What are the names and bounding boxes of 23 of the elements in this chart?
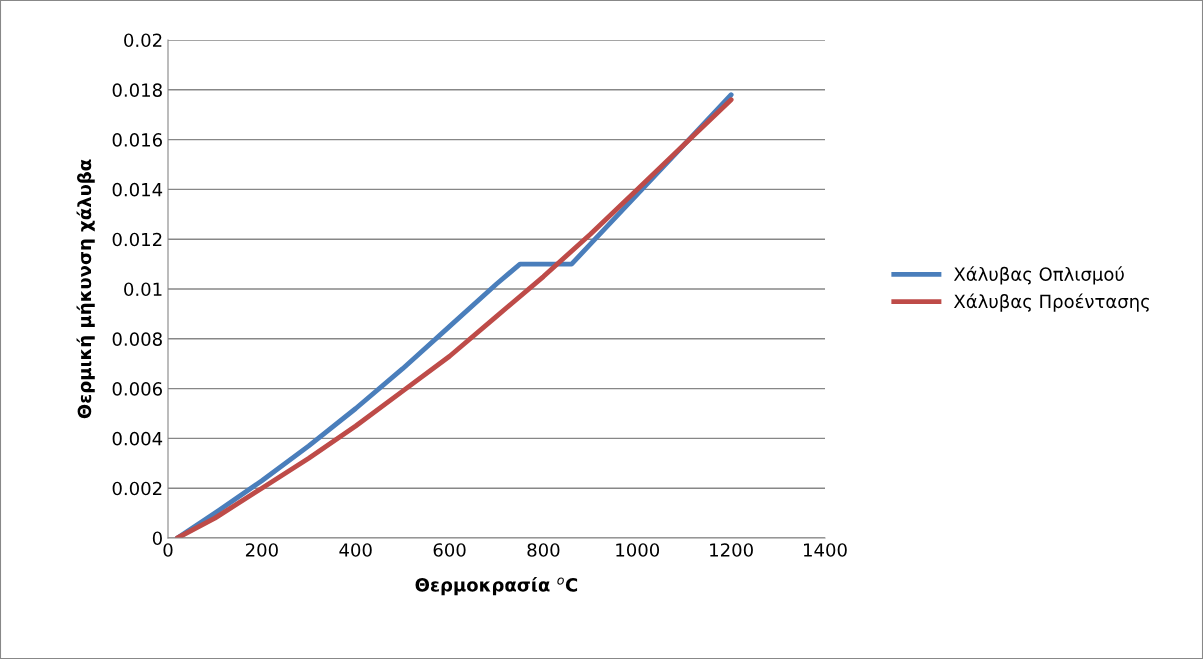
x-tick-label: 800: [527, 543, 560, 557]
x-tick-label: 1400: [804, 543, 847, 557]
y-tick-label: 0: [152, 531, 162, 546]
y-tick-label: 0.002: [112, 481, 162, 496]
y-tick-label: 0.016: [112, 133, 162, 147]
x-tick-label: 1200: [710, 543, 753, 557]
y-tick-label: 0.014: [112, 182, 163, 197]
legend-label: Χάλυβας Προέντασης: [953, 293, 1149, 312]
y-tick-label: 0.008: [112, 332, 162, 346]
y-tick-label: 0.018: [112, 83, 162, 97]
y-axis-title: Θερμική μήκυνση χάλυβα: [76, 159, 95, 419]
x-tick-label: 0: [163, 543, 173, 557]
x-tick-label: 200: [245, 543, 278, 557]
y-tick-label: 0.012: [112, 232, 162, 247]
x-tick-label: 600: [433, 543, 466, 557]
legend-label: Χάλυβας Οπλισμού: [953, 266, 1124, 285]
y-tick-label: 0.006: [112, 382, 162, 396]
y-tick-label: 0.02: [124, 33, 162, 48]
x-tick-label: 1000: [616, 543, 660, 557]
y-tick-label: 0.004: [112, 431, 163, 446]
x-tick-label: 400: [339, 543, 372, 557]
y-tick-label: 0.01: [124, 282, 162, 297]
x-axis-title: Θερμοκρασία $^{o}$C: [415, 577, 578, 596]
